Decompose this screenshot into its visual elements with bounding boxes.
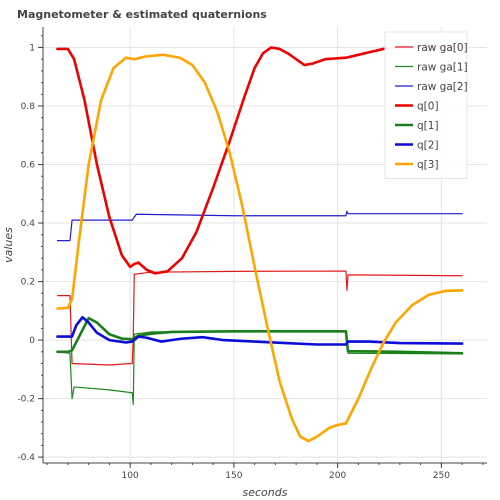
series-line <box>56 270 463 366</box>
y-tick-label: 0.4 <box>21 219 36 229</box>
x-tick-label: 150 <box>225 471 242 481</box>
series-line <box>56 316 464 355</box>
y-tick-label: 0.6 <box>21 161 36 171</box>
chart-title: Magnetometer & estimated quaternions <box>17 8 267 21</box>
x-tick-label: 250 <box>433 471 450 481</box>
y-tick-label: 1 <box>29 43 35 53</box>
series-line <box>56 210 463 242</box>
y-axis-label: values <box>2 227 15 263</box>
x-tick-label: 200 <box>329 471 346 481</box>
y-tick-label: 0 <box>29 336 35 346</box>
legend-label: raw ga[0] <box>417 42 468 54</box>
series-line <box>56 46 464 275</box>
legend-label: q[0] <box>417 101 439 113</box>
x-tick-label: 100 <box>122 471 139 481</box>
y-tick-label: -0.2 <box>17 395 35 405</box>
y-tick-label: 0.8 <box>21 102 36 112</box>
series-group <box>56 46 464 443</box>
y-tick-label: -0.4 <box>17 453 35 463</box>
x-axis-label: seconds <box>243 486 288 499</box>
legend-label: q[1] <box>417 120 439 132</box>
series-line <box>56 315 464 346</box>
y-tick-label: 0.2 <box>21 278 35 288</box>
legend-label: q[2] <box>417 140 439 152</box>
series-line <box>56 53 464 443</box>
axes: 100 150 200 250 -0.4 -0.2 0 0.2 0.4 0.6 0.8 1 <box>17 27 487 481</box>
legend-label: q[3] <box>417 159 439 171</box>
legend-label: raw ga[1] <box>417 62 468 74</box>
legend-label: raw ga[2] <box>417 81 468 93</box>
legend: raw ga[0] raw ga[1] raw ga[2] q[0] q[1] q[2] q… <box>384 31 468 179</box>
